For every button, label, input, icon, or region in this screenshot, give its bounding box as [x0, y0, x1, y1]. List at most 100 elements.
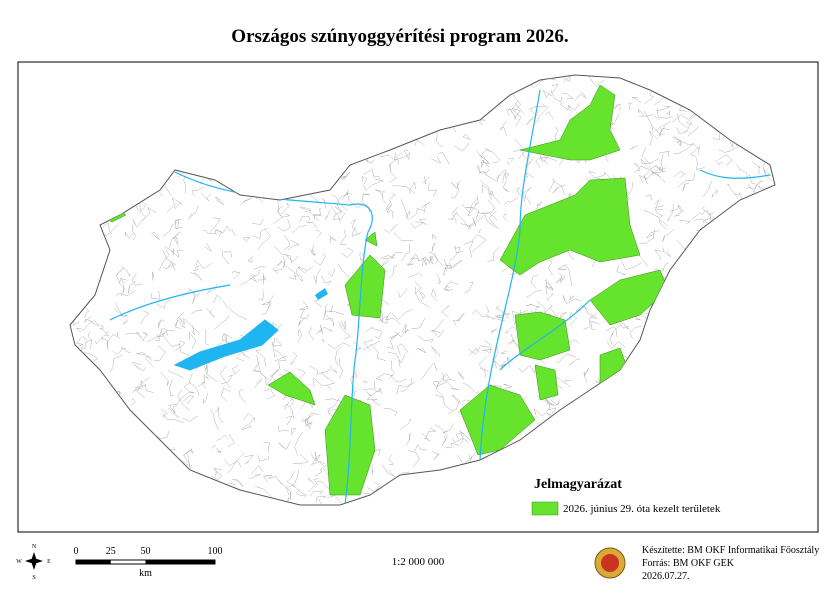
municipality-border: [375, 189, 384, 198]
municipality-border: [204, 243, 212, 252]
municipality-border: [644, 194, 653, 200]
municipality-border: [178, 98, 189, 108]
municipality-border: [752, 161, 761, 175]
municipality-border: [194, 75, 212, 92]
municipality-border: [132, 361, 141, 368]
municipality-border: [74, 337, 84, 348]
municipality-border: [367, 482, 380, 493]
municipality-border: [266, 389, 276, 400]
municipality-border: [320, 368, 330, 379]
municipality-border: [363, 181, 381, 191]
municipality-border: [721, 381, 731, 389]
municipality-border: [366, 159, 374, 164]
municipality-border: [669, 473, 676, 482]
municipality-border: [513, 480, 524, 494]
municipality-border: [757, 471, 774, 481]
municipality-border: [681, 427, 693, 437]
municipality-border: [554, 455, 565, 472]
municipality-border: [242, 94, 258, 104]
municipality-border: [272, 213, 291, 225]
municipality-border: [477, 212, 490, 215]
municipality-border: [484, 173, 500, 182]
municipality-border: [410, 253, 420, 261]
municipality-border: [417, 335, 435, 344]
municipality-border: [609, 332, 614, 345]
municipality-border: [492, 358, 509, 367]
municipality-border: [772, 302, 775, 307]
municipality-border: [447, 480, 461, 487]
municipality-border: [100, 451, 112, 460]
municipality-border: [132, 217, 145, 228]
municipality-border: [771, 135, 775, 146]
municipality-border: [98, 404, 105, 415]
municipality-border: [626, 181, 633, 200]
municipality-border: [720, 395, 735, 417]
municipality-border: [512, 92, 522, 112]
municipality-border: [552, 456, 562, 466]
municipality-border: [771, 136, 775, 155]
municipality-border: [175, 392, 195, 407]
municipality-border: [397, 343, 409, 356]
municipality-border: [80, 352, 99, 365]
municipality-border: [381, 106, 391, 115]
municipality-border: [173, 488, 181, 497]
municipality-border: [162, 221, 178, 238]
municipality-border: [687, 390, 698, 400]
municipality-border: [487, 500, 490, 505]
municipality-border: [659, 219, 669, 230]
municipality-border: [267, 476, 283, 486]
municipality-border: [641, 483, 650, 495]
municipality-border: [493, 484, 502, 505]
municipality-border: [292, 484, 307, 496]
municipality-border: [281, 94, 294, 97]
municipality-border: [723, 491, 731, 505]
municipality-border: [140, 144, 151, 151]
municipality-border: [371, 464, 374, 475]
municipality-border: [344, 147, 354, 157]
municipality-border: [95, 443, 106, 453]
municipality-border: [327, 494, 342, 505]
municipality-border: [61, 296, 68, 305]
municipality-border: [350, 377, 356, 389]
municipality-border: [755, 97, 767, 107]
municipality-border: [159, 133, 171, 139]
municipality-border: [340, 320, 346, 330]
municipality-border: [534, 407, 551, 417]
municipality-border: [686, 81, 692, 93]
municipality-border: [230, 228, 237, 237]
municipality-border: [644, 89, 654, 105]
municipality-border: [361, 176, 367, 185]
municipality-border: [442, 469, 464, 486]
municipality-border: [697, 408, 705, 422]
municipality-border: [75, 86, 84, 102]
municipality-border: [274, 245, 293, 264]
municipality-border: [771, 351, 775, 365]
municipality-border: [530, 275, 538, 288]
municipality-border: [702, 301, 709, 310]
municipality-border: [693, 238, 703, 255]
municipality-border: [204, 329, 210, 346]
map-frame: [17, 61, 819, 533]
municipality-border: [711, 91, 716, 100]
municipality-border: [369, 80, 378, 90]
municipality-border: [448, 400, 460, 414]
municipality-border: [380, 152, 403, 160]
municipality-border: [141, 87, 153, 100]
municipality-border: [624, 485, 638, 490]
municipality-border: [568, 192, 572, 198]
municipality-border: [102, 93, 107, 102]
municipality-border: [717, 496, 728, 502]
municipality-border: [132, 100, 141, 108]
municipality-border: [482, 81, 496, 105]
municipality-border: [224, 459, 242, 468]
municipality-border: [298, 266, 313, 273]
municipality-border: [127, 144, 135, 159]
municipality-border: [691, 327, 708, 347]
municipality-border: [398, 288, 407, 298]
municipality-border: [292, 135, 311, 155]
municipality-border: [441, 305, 450, 318]
municipality-border: [394, 478, 406, 484]
municipality-border: [617, 445, 625, 456]
municipality-border: [183, 448, 193, 472]
municipality-border: [263, 475, 272, 483]
